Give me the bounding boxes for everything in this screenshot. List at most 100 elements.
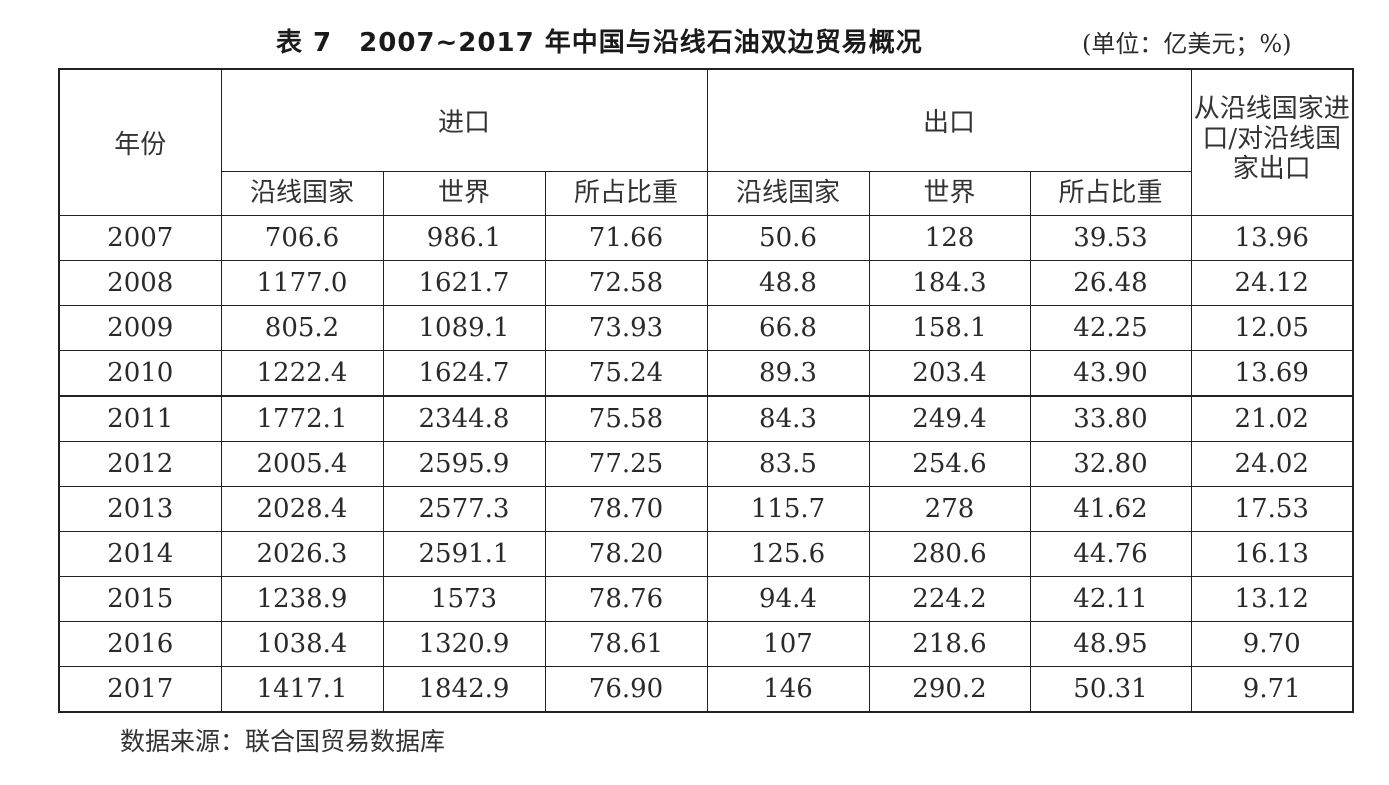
year-cell: 2010 — [58, 349, 222, 396]
ratio-cell: 12.05 — [1190, 304, 1354, 351]
unit-note: (单位：亿美元；%) — [1082, 30, 1292, 58]
year-cell: 2014 — [58, 530, 222, 577]
export-share-cell: 32.80 — [1029, 440, 1192, 487]
import-belt-cell: 2005.4 — [220, 440, 384, 487]
export-belt-cell: 50.6 — [706, 214, 870, 261]
year-cell: 2012 — [58, 440, 222, 487]
table-row: 2012 2005.4 2595.9 77.25 83.5 254.6 32.80 24.02 — [58, 440, 1354, 487]
export-world-cell: 128 — [868, 214, 1031, 261]
import-share-cell: 78.61 — [544, 620, 708, 667]
ratio-cell: 9.70 — [1190, 620, 1354, 667]
year-cell: 2007 — [58, 214, 222, 261]
import-belt-cell: 1238.9 — [220, 575, 384, 622]
ratio-cell: 9.71 — [1190, 665, 1354, 712]
export-world-cell: 280.6 — [868, 530, 1031, 577]
export-share-cell: 43.90 — [1029, 349, 1192, 396]
export-belt-cell: 125.6 — [706, 530, 870, 577]
export-belt-cell: 107 — [706, 620, 870, 667]
source-note: 数据来源：联合国贸易数据库 — [120, 727, 446, 756]
export-world-header: 世界 — [868, 170, 1031, 216]
import-share-cell: 72.58 — [544, 259, 708, 306]
table-row: 2011 1772.1 2344.8 75.58 84.3 249.4 33.80 21.02 — [58, 394, 1354, 442]
ratio-cell: 21.02 — [1190, 394, 1354, 442]
export-belt-cell: 89.3 — [706, 349, 870, 396]
trade-table: 年份 进口 出口 从沿线国家进口/对沿线国家出口 沿线国家 世界 所占比重 沿线… — [58, 68, 1354, 713]
ratio-cell: 17.53 — [1190, 485, 1354, 532]
import-share-cell: 77.25 — [544, 440, 708, 487]
year-cell: 2008 — [58, 259, 222, 306]
table-body: 2007 706.6 986.1 71.66 50.6 128 39.53 13.96 2008… — [58, 214, 1354, 712]
export-belt-cell: 115.7 — [706, 485, 870, 532]
table-row: 2017 1417.1 1842.9 76.90 146 290.2 50.31 9.71 — [58, 665, 1354, 712]
table-row: 2015 1238.9 1573 78.76 94.4 224.2 42.11 13.12 — [58, 575, 1354, 622]
year-cell: 2016 — [58, 620, 222, 667]
table-row: 2008 1177.0 1621.7 72.58 48.8 184.3 26.48 24.12 — [58, 259, 1354, 306]
ratio-cell: 16.13 — [1190, 530, 1354, 577]
ratio-cell: 24.12 — [1190, 259, 1354, 306]
ratio-cell: 13.12 — [1190, 575, 1354, 622]
import-belt-header: 沿线国家 — [220, 170, 384, 216]
export-share-cell: 33.80 — [1029, 394, 1192, 442]
export-belt-cell: 146 — [706, 665, 870, 712]
import-world-cell: 1573 — [382, 575, 546, 622]
import-belt-cell: 1222.4 — [220, 349, 384, 396]
export-world-cell: 249.4 — [868, 394, 1031, 442]
import-share-cell: 71.66 — [544, 214, 708, 261]
export-share-cell: 48.95 — [1029, 620, 1192, 667]
import-belt-cell: 1177.0 — [220, 259, 384, 306]
import-world-header: 世界 — [382, 170, 546, 216]
export-belt-cell: 84.3 — [706, 394, 870, 442]
export-share-cell: 42.11 — [1029, 575, 1192, 622]
import-share-cell: 73.93 — [544, 304, 708, 351]
header-row-2: 沿线国家 世界 所占比重 沿线国家 世界 所占比重 — [59, 170, 1353, 216]
import-world-cell: 1621.7 — [382, 259, 546, 306]
table-row: 2013 2028.4 2577.3 78.70 115.7 278 41.62 17.53 — [58, 485, 1354, 532]
import-belt-cell: 706.6 — [220, 214, 384, 261]
export-world-cell: 203.4 — [868, 349, 1031, 396]
import-world-cell: 1842.9 — [382, 665, 546, 712]
year-cell: 2013 — [58, 485, 222, 532]
import-belt-cell: 1772.1 — [220, 394, 384, 442]
title-row: 表 7 2007~2017 年中国与沿线石油双边贸易概况 (单位：亿美元；%) — [0, 22, 1389, 66]
export-share-cell: 42.25 — [1029, 304, 1192, 351]
table-row: 2014 2026.3 2591.1 78.20 125.6 280.6 44.76 16.1… — [58, 530, 1354, 577]
import-world-cell: 2344.8 — [382, 394, 546, 442]
export-share-cell: 39.53 — [1029, 214, 1192, 261]
import-share-cell: 75.24 — [544, 349, 708, 396]
ratio-cell: 13.96 — [1190, 214, 1354, 261]
import-world-cell: 986.1 — [382, 214, 546, 261]
export-world-cell: 184.3 — [868, 259, 1031, 306]
ratio-header: 从沿线国家进口/对沿线国家出口 — [1190, 68, 1354, 216]
export-world-cell: 224.2 — [868, 575, 1031, 622]
ratio-cell: 24.02 — [1190, 440, 1354, 487]
export-share-cell: 41.62 — [1029, 485, 1192, 532]
import-share-header: 所占比重 — [544, 170, 708, 216]
import-share-cell: 76.90 — [544, 665, 708, 712]
import-world-cell: 2595.9 — [382, 440, 546, 487]
import-belt-cell: 2026.3 — [220, 530, 384, 577]
import-belt-cell: 805.2 — [220, 304, 384, 351]
export-world-cell: 218.6 — [868, 620, 1031, 667]
header-row-1: 年份 进口 出口 从沿线国家进口/对沿线国家出口 — [58, 68, 1354, 216]
import-world-cell: 1089.1 — [382, 304, 546, 351]
year-header: 年份 — [58, 68, 222, 216]
import-world-cell: 1320.9 — [382, 620, 546, 667]
export-belt-cell: 83.5 — [706, 440, 870, 487]
import-belt-cell: 1417.1 — [220, 665, 384, 712]
table-row: 2010 1222.4 1624.7 75.24 89.3 203.4 43.90 13.69 — [58, 349, 1354, 396]
ratio-cell: 13.69 — [1190, 349, 1354, 396]
import-share-cell: 78.70 — [544, 485, 708, 532]
export-world-cell: 290.2 — [868, 665, 1031, 712]
export-belt-cell: 94.4 — [706, 575, 870, 622]
table-row: 2007 706.6 986.1 71.66 50.6 128 39.53 13.96 — [58, 214, 1354, 261]
import-world-cell: 2577.3 — [382, 485, 546, 532]
import-header: 进口 — [220, 68, 708, 172]
export-belt-cell: 48.8 — [706, 259, 870, 306]
export-share-header: 所占比重 — [1029, 170, 1192, 216]
export-belt-cell: 66.8 — [706, 304, 870, 351]
year-cell: 2011 — [58, 394, 222, 442]
export-share-cell: 50.31 — [1029, 665, 1192, 712]
import-belt-cell: 1038.4 — [220, 620, 384, 667]
export-header: 出口 — [706, 68, 1192, 172]
export-world-cell: 158.1 — [868, 304, 1031, 351]
